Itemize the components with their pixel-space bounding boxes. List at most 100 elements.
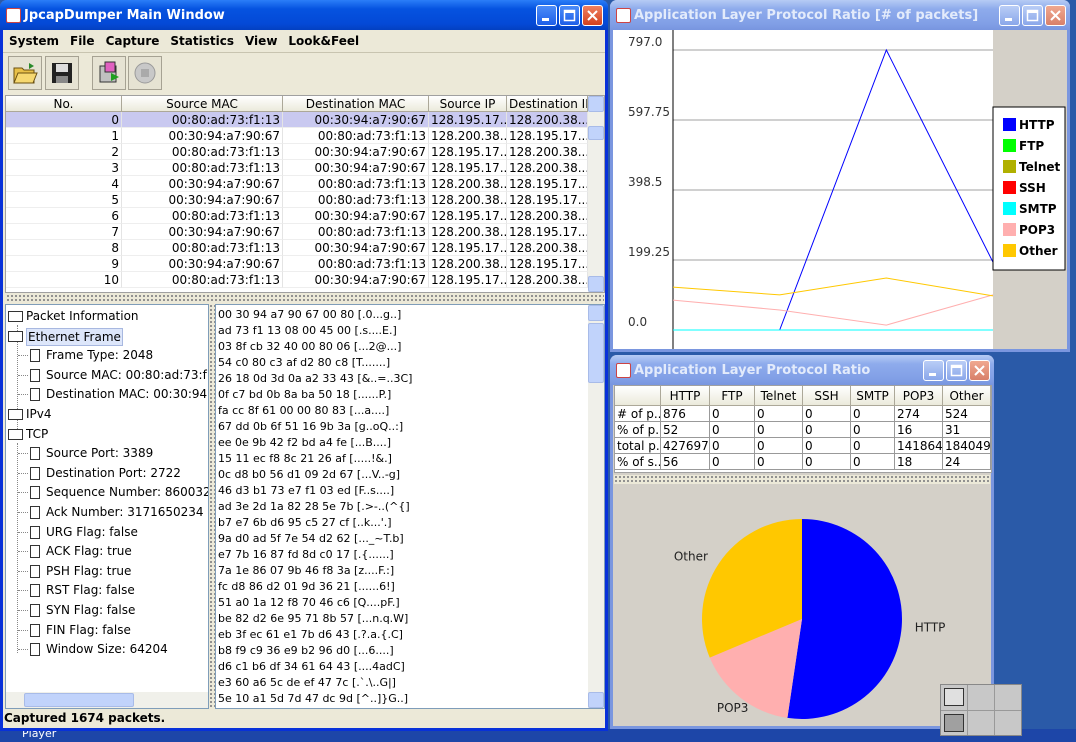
tree-leaf[interactable]: Window Size: 64204 [46,642,168,657]
menu-item[interactable]: Statistics [170,34,234,48]
pager-cell[interactable] [944,688,964,706]
leaf-icon [30,623,40,637]
scroll-thumb[interactable] [588,323,604,383]
table-row[interactable] [6,240,588,256]
column-header[interactable]: Other [943,386,991,406]
pie-chart: HTTP POP3 Other [674,519,945,719]
tree-leaf[interactable]: Sequence Number: 8600329 [46,485,209,500]
menu-item[interactable]: System [9,34,59,48]
menu-item[interactable]: View [244,34,278,48]
scroll-down[interactable] [588,692,604,708]
table-cell: 00:30:94:a7:90:67 [283,160,429,176]
table-row[interactable] [6,128,588,144]
tree-leaf[interactable]: Frame Type: 2048 [46,348,154,363]
hex-line: 46 d3 b1 73 e7 f1 03 ed [F..s....] [218,484,395,497]
maximize-button[interactable] [559,5,580,26]
table-cell: 128.200.38... [429,224,507,240]
legend-label: SSH [1019,181,1046,195]
close-button[interactable] [582,5,603,26]
table-row[interactable] [6,256,588,272]
tree-leaf[interactable]: SYN Flag: false [46,603,136,617]
tree-leaf[interactable]: PSH Flag: true [46,563,132,578]
menu-item[interactable]: Capture [105,34,160,48]
table-row[interactable] [6,112,588,128]
tree-leaf[interactable]: FIN Flag: false [46,622,131,637]
column-header[interactable]: Source MAC [122,96,283,112]
scroll-up[interactable] [588,96,604,112]
table-cell: 0 [803,406,851,422]
table-cell: 128.195.17... [507,192,588,208]
table-row[interactable] [6,192,588,208]
table-row[interactable] [6,272,588,288]
tree-leaf[interactable]: Destination MAC: 00:30:94:a [46,387,209,402]
hex-line: 00 30 94 a7 90 67 00 80 [.0...g..] [218,308,402,321]
folder-icon [8,330,23,342]
scroll-down[interactable] [588,276,604,292]
minimize-button[interactable] [999,5,1020,26]
column-header[interactable]: SSH [803,386,851,406]
tree-leaf[interactable]: Ack Number: 3171650234 [46,505,204,519]
table-cell: 184049 [943,438,991,454]
corner-header [615,386,661,406]
table-cell: 9 [6,256,122,272]
tree-node[interactable]: Packet Information [26,309,139,323]
table-cell: 00:30:94:a7:90:67 [122,224,283,240]
tree-leaf[interactable]: Source Port: 3389 [46,446,154,461]
table-cell: 00:80:ad:73:f1:13 [122,112,283,128]
tree-leaf[interactable]: URG Flag: false [46,524,138,539]
tree-node[interactable]: Ethernet Frame [26,327,123,346]
table-cell: 7 [6,224,122,240]
tree-leaf[interactable]: Destination Port: 2722 [46,465,181,480]
table-cell: 00:80:ad:73:f1:13 [283,128,429,144]
tree-node[interactable]: IPv4 [26,407,52,421]
column-header[interactable]: SMTP [851,386,895,406]
hex-line: e7 7b 16 87 fd 8d c0 17 [.{......] [218,548,394,561]
maximize-button[interactable] [946,360,967,381]
tree-leaf[interactable]: RST Flag: false [46,583,135,598]
column-header[interactable]: Telnet [755,386,803,406]
app-icon [616,8,631,23]
tree-leaf[interactable]: ACK Flag: true [46,544,132,559]
pager-cell[interactable] [944,714,964,732]
table-cell: 1 [6,128,122,144]
table-row[interactable] [6,176,588,192]
status-bar: Captured 1674 packets. [4,711,166,725]
row-label: % of p... [615,422,661,438]
table-cell: 00:80:ad:73:f1:13 [283,256,429,272]
splitter[interactable] [6,294,604,302]
hex-line: be 82 d2 6e 95 71 8b 57 [...n.q.W] [218,612,409,625]
column-header[interactable]: FTP [710,386,755,406]
column-header[interactable]: Destination IP [507,96,588,112]
table-row[interactable] [6,144,588,160]
table-row[interactable] [6,208,588,224]
minimize-button[interactable] [536,5,557,26]
column-header[interactable]: Source IP [429,96,507,112]
close-button[interactable] [969,360,990,381]
column-header[interactable]: Destination MAC [283,96,429,112]
tree-connector [18,472,28,474]
scroll-up[interactable] [588,305,604,321]
column-header[interactable]: POP3 [895,386,943,406]
table-row[interactable] [6,160,588,176]
tree-leaf[interactable]: Source MAC: 00:80:ad:73:f1:1 [46,367,209,382]
close-glyph [587,10,598,21]
folder-icon [8,311,23,322]
splitter[interactable] [209,304,216,709]
menu-item[interactable]: File [70,34,95,48]
scroll-thumb[interactable] [24,693,134,707]
column-header[interactable]: No. [6,96,122,112]
leaf-icon [30,388,40,402]
scroll-thumb[interactable] [588,126,604,140]
menu-item[interactable]: Look&Feel [288,34,360,48]
maximize-button[interactable] [1022,5,1043,26]
tree-node[interactable]: TCP [26,426,49,441]
save-button[interactable] [45,56,79,90]
table-row[interactable] [6,224,588,240]
minimize-button[interactable] [923,360,944,381]
open-button[interactable] [8,56,42,90]
capture-button[interactable] [92,56,126,90]
splitter[interactable] [614,475,990,484]
column-header[interactable]: HTTP [661,386,710,406]
open-icon [13,63,38,84]
close-button[interactable] [1045,5,1066,26]
